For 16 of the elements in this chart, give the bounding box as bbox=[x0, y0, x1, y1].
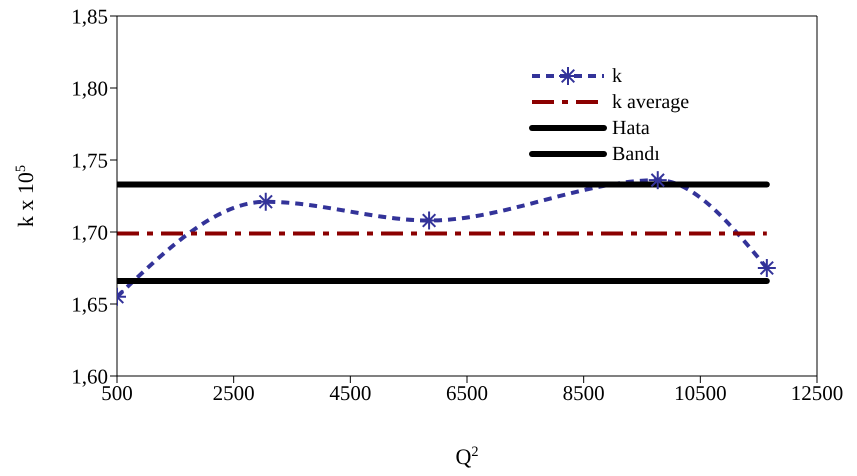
legend-label: k bbox=[612, 64, 622, 88]
y-tick-label: 1,70 bbox=[71, 220, 108, 244]
y-tick-label: 1,85 bbox=[71, 4, 108, 28]
legend-label: Hata bbox=[612, 116, 650, 140]
x-tick-label: 4500 bbox=[329, 380, 372, 405]
x-tick-label: 12500 bbox=[790, 380, 844, 405]
x-axis-title: Q$^{2}$ bbox=[455, 444, 479, 469]
y-tick-label: 1,75 bbox=[71, 148, 108, 172]
x-tick-label: 8500 bbox=[562, 380, 605, 405]
x-tick-label: 6500 bbox=[446, 380, 488, 405]
y-tick-label: 1,80 bbox=[71, 76, 108, 100]
x-tick-label: 2500 bbox=[212, 380, 255, 405]
x-tick-label: 10500 bbox=[674, 380, 727, 405]
legend-label: Bandı bbox=[612, 142, 660, 166]
legend-label: k average bbox=[612, 90, 690, 114]
y-tick-label: 1,65 bbox=[71, 292, 108, 316]
